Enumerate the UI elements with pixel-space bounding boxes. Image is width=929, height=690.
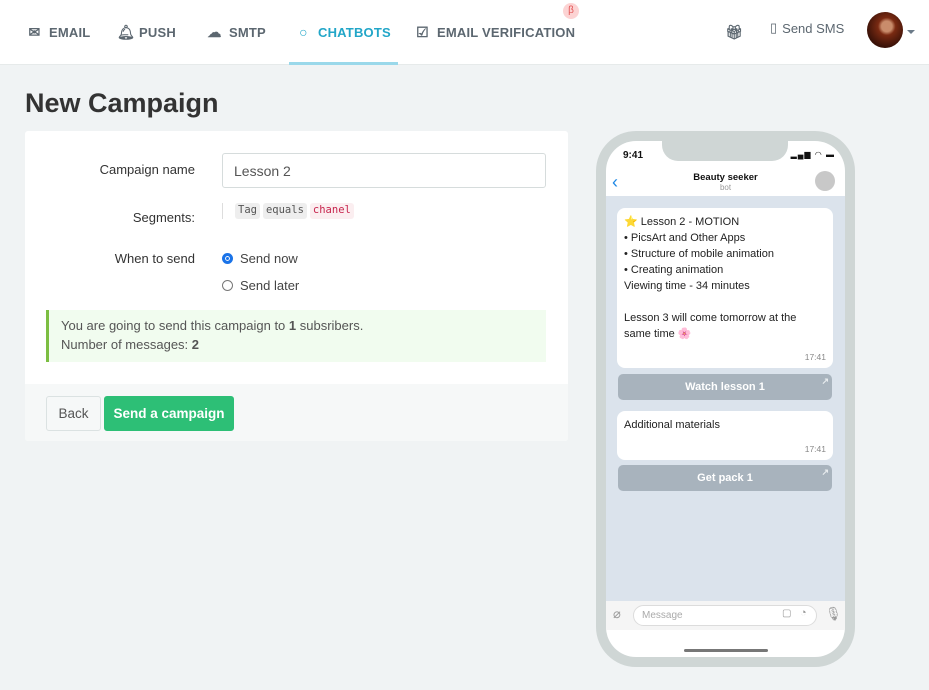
chat-header: ‹ Beauty seeker bot (606, 168, 845, 196)
message-input-bar: ⌀ Message ▢ ◔ 🎙︎ (606, 601, 845, 630)
watch-lesson-button[interactable]: Watch lesson 1 (618, 368, 832, 400)
avatar[interactable] (867, 12, 903, 48)
send-sms-button[interactable]: ▯ Send SMS (770, 20, 845, 36)
sticker-icon[interactable]: ◔ (800, 607, 807, 619)
radio-unchecked[interactable] (222, 280, 233, 291)
when-to-send-label: When to send (114, 251, 195, 266)
chevron-down-icon[interactable] (907, 30, 915, 38)
get-pack-button[interactable]: Get pack 1 (618, 459, 832, 491)
checkbox-icon: ☑ (416, 24, 429, 40)
chat-area: ⭐ Lesson 2 - MOTION • PicsArt and Other … (606, 196, 845, 601)
phone-screen: 9:41 ▂▄▆ ◠ ▬ ‹ Beauty seeker bot ⭐ Lesso… (606, 141, 845, 657)
beta-badge: β (563, 3, 579, 19)
cloud-upload-icon: ☁ (207, 24, 222, 40)
segment-filter: Tag equals chanel (222, 203, 354, 219)
command-icon[interactable]: ▢ (782, 608, 792, 619)
campaign-form: Campaign name Segments: Tag equals chane… (25, 131, 568, 441)
send-summary-alert: You are going to send this campaign to 1… (46, 310, 546, 362)
tab-chatbots[interactable]: ○ CHATBOTS (289, 0, 398, 65)
page-title: New Campaign (25, 88, 219, 118)
phone-notch (662, 141, 788, 161)
phone-icon: ▯ (770, 20, 778, 35)
chat-title: Beauty seeker (693, 172, 758, 183)
radio-checked[interactable] (222, 253, 233, 264)
status-icons: ▂▄▆ ◠ ▬ (790, 150, 835, 159)
bot-avatar (815, 171, 835, 191)
tab-email-verification[interactable]: ☑ EMAIL VERIFICATION (416, 24, 576, 41)
send-now-radio[interactable]: Send now (222, 251, 298, 266)
segment-operator: equals (262, 203, 307, 219)
chat-subtitle: bot (719, 183, 732, 192)
message-input[interactable]: Message (633, 605, 817, 626)
message-time: 17:41 (804, 444, 826, 454)
segment-value: chanel (309, 203, 354, 219)
top-nav: ✉ EMAIL 🔔︎ PUSH ☁ SMTP ○ CHATBOTS ☑ EMAIL VER… (0, 0, 929, 65)
microphone-icon[interactable]: 🎙︎ (825, 606, 842, 621)
back-chevron-icon[interactable]: ‹ (612, 172, 618, 192)
tab-smtp[interactable]: ☁ SMTP (207, 24, 266, 41)
gift-icon: 🎁︎ (725, 24, 743, 40)
send-campaign-button[interactable]: Send a campaign (104, 396, 234, 431)
tab-email[interactable]: ✉ EMAIL (28, 24, 91, 41)
segments-label: Segments: (132, 210, 195, 225)
message-bubble: Additional materials 17:41 (617, 411, 833, 460)
phone-preview: 9:41 ▂▄▆ ◠ ▬ ‹ Beauty seeker bot ⭐ Lesso… (596, 131, 855, 667)
back-button[interactable]: Back (46, 396, 101, 431)
message-time: 17:41 (804, 352, 826, 362)
envelope-icon: ✉ (28, 24, 41, 40)
campaign-name-label: Campaign name (99, 162, 195, 177)
form-footer: Back Send a campaign (25, 384, 568, 441)
gift-button[interactable]: 🎁︎ (725, 0, 743, 65)
segment-field: Tag (235, 203, 260, 219)
message-bubble: ⭐ Lesson 2 - MOTION • PicsArt and Other … (617, 208, 833, 368)
tab-push[interactable]: 🔔︎ PUSH (117, 24, 176, 41)
bell-icon: 🔔︎ (117, 24, 135, 40)
chat-bubble-icon: ○ (299, 24, 308, 40)
send-later-radio[interactable]: Send later (222, 278, 299, 293)
home-indicator (684, 649, 768, 652)
campaign-name-input[interactable] (222, 153, 546, 188)
paperclip-icon[interactable]: ⌀ (613, 606, 621, 621)
status-time: 9:41 (623, 150, 644, 161)
